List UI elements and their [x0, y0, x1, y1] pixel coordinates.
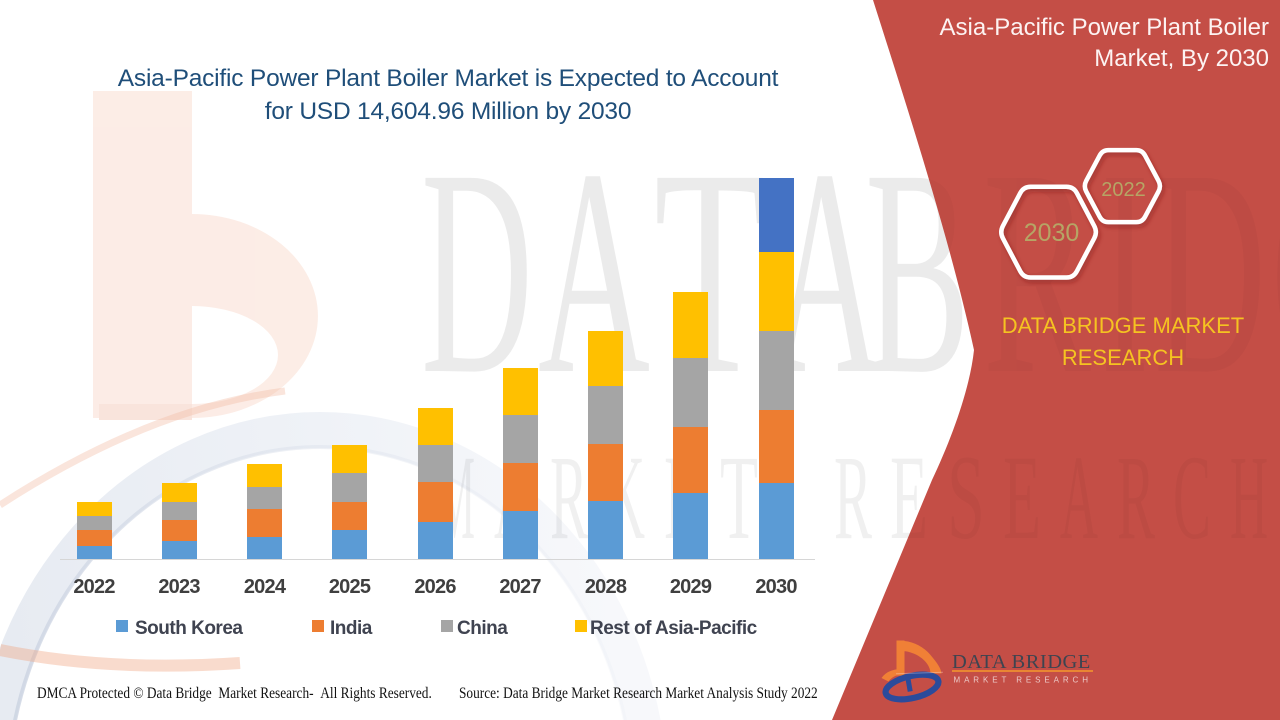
svg-text:H: H	[1230, 431, 1268, 565]
svg-text:I: I	[1101, 108, 1149, 435]
svg-text:S: S	[947, 431, 985, 565]
svg-text:G: G	[1271, 108, 1280, 435]
svg-text:MARKET RESEARCH: MARKET RESEARCH	[954, 676, 1092, 685]
svg-text:E: E	[890, 431, 928, 565]
svg-text:2022: 2022	[1101, 179, 1146, 201]
svg-text:R: R	[834, 431, 872, 565]
svg-text:E: E	[1003, 431, 1041, 565]
svg-text:T: T	[720, 431, 758, 565]
svg-text:R: R	[1117, 431, 1155, 565]
svg-text:B: B	[865, 108, 970, 435]
svg-text:C: C	[1173, 431, 1211, 565]
svg-text:A: A	[1060, 431, 1098, 565]
svg-text:D: D	[1154, 108, 1266, 435]
svg-text:2030: 2030	[1024, 219, 1080, 247]
svg-text:DATA BRIDGE: DATA BRIDGE	[952, 651, 1091, 673]
svg-text:T: T	[654, 108, 766, 435]
svg-text:R: R	[834, 431, 872, 565]
svg-text:R: R	[550, 431, 588, 565]
